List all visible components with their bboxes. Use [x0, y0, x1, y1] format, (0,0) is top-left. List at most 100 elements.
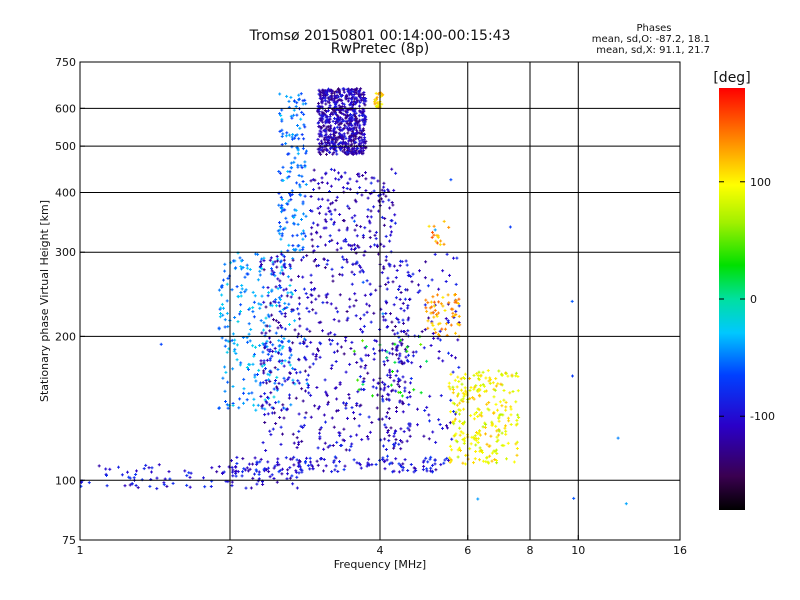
data-point — [358, 120, 360, 123]
data-point — [287, 472, 288, 476]
data-point — [293, 160, 295, 164]
data-point — [238, 406, 240, 410]
data-point — [337, 310, 339, 314]
data-point — [231, 465, 233, 469]
data-point — [325, 142, 327, 146]
data-point — [280, 298, 281, 302]
data-point — [239, 363, 241, 367]
data-point — [332, 112, 334, 116]
data-point — [284, 306, 286, 310]
data-point — [398, 360, 400, 364]
data-point — [283, 406, 285, 410]
data-point — [408, 316, 410, 320]
data-point — [286, 131, 288, 135]
data-point — [470, 414, 472, 418]
data-point — [381, 188, 383, 192]
data-point — [259, 460, 261, 464]
data-point — [287, 170, 289, 173]
data-point — [297, 152, 299, 156]
data-point — [473, 397, 475, 401]
data-point — [452, 420, 454, 424]
data-point — [280, 352, 282, 356]
data-point — [260, 457, 262, 461]
data-point — [325, 91, 327, 95]
data-point — [503, 389, 505, 392]
data-point — [489, 376, 491, 380]
data-point — [342, 438, 344, 442]
data-point — [246, 336, 248, 340]
data-point — [412, 354, 414, 358]
data-point — [221, 336, 223, 340]
data-point — [403, 309, 405, 313]
data-point — [354, 96, 356, 100]
data-point — [428, 413, 430, 417]
data-point — [359, 186, 361, 190]
data-point — [318, 186, 320, 190]
data-point — [269, 475, 271, 479]
data-point — [333, 98, 335, 102]
data-point — [340, 108, 342, 112]
data-point — [257, 252, 259, 256]
data-point — [303, 287, 305, 291]
data-point — [354, 214, 356, 218]
data-point — [334, 116, 335, 120]
data-point — [343, 141, 345, 145]
data-point — [302, 99, 304, 103]
data-point — [387, 280, 389, 284]
data-point — [333, 459, 335, 463]
data-point — [353, 110, 355, 114]
data-point — [466, 393, 468, 397]
data-point — [448, 458, 449, 462]
data-point — [455, 432, 457, 436]
data-point — [247, 340, 248, 344]
data-point — [453, 422, 455, 426]
data-point — [346, 318, 348, 322]
data-point — [246, 398, 248, 402]
data-point — [271, 354, 273, 358]
data-point — [384, 217, 386, 220]
data-point — [341, 105, 343, 108]
data-point — [466, 391, 468, 395]
chart-title: Tromsø 20150801 00:14:00-00:15:43 — [249, 28, 511, 44]
data-point — [343, 119, 345, 123]
data-point — [492, 381, 494, 385]
data-point — [395, 296, 397, 300]
data-point — [227, 325, 229, 329]
data-point — [404, 386, 406, 390]
data-point — [515, 442, 517, 446]
data-point — [239, 312, 241, 316]
data-point — [351, 135, 352, 139]
data-point — [360, 365, 362, 369]
data-point — [385, 234, 387, 238]
data-point — [304, 194, 306, 198]
data-point — [283, 364, 285, 368]
data-point — [320, 91, 322, 95]
data-point — [420, 365, 421, 369]
data-point — [240, 294, 242, 298]
data-point — [347, 107, 349, 111]
data-point — [346, 401, 347, 405]
data-point — [401, 260, 403, 264]
data-point — [439, 329, 441, 333]
data-point — [355, 87, 357, 91]
data-point — [493, 387, 495, 391]
data-point — [298, 412, 300, 416]
data-point — [368, 457, 370, 461]
data-point — [284, 379, 286, 383]
data-point — [462, 391, 464, 395]
data-point — [294, 328, 296, 332]
data-point — [393, 264, 395, 268]
data-point — [345, 116, 347, 120]
data-point — [421, 330, 423, 334]
data-point — [332, 444, 334, 447]
data-point — [224, 365, 226, 369]
data-point — [223, 306, 224, 310]
data-point — [325, 420, 326, 424]
data-point — [278, 203, 280, 207]
data-point — [364, 226, 366, 230]
data-point — [276, 304, 277, 308]
data-point — [371, 463, 373, 467]
data-point — [385, 312, 387, 315]
data-point — [277, 259, 278, 263]
data-point — [292, 432, 294, 436]
